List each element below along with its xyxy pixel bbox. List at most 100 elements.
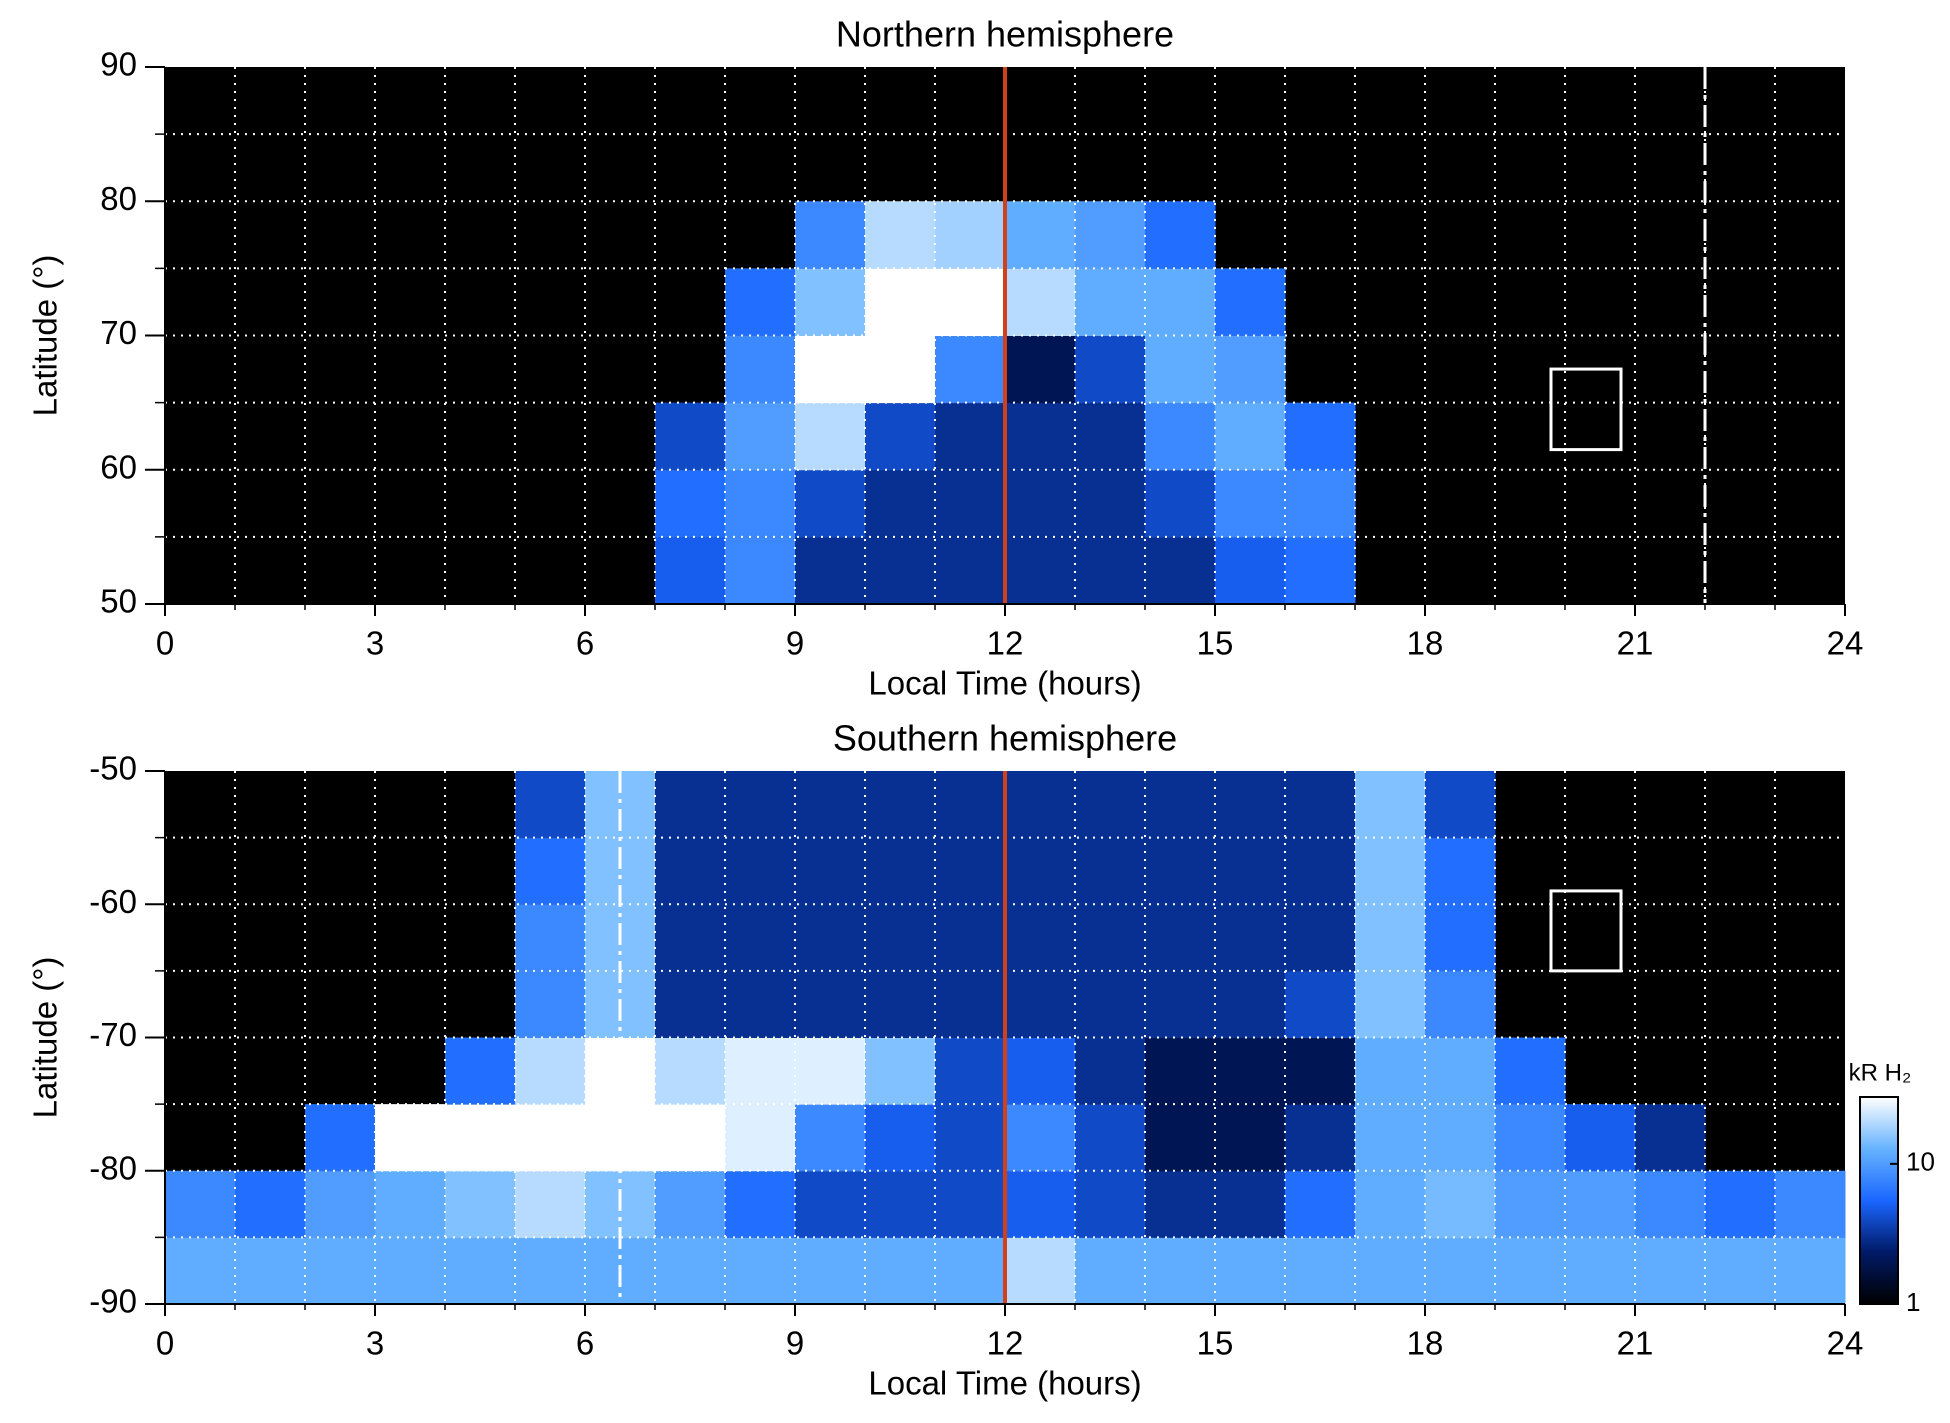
heat-cell — [1355, 1104, 1426, 1172]
heat-cell — [515, 837, 586, 905]
heat-cell — [795, 1170, 866, 1238]
heat-cell — [1075, 335, 1146, 404]
heat-cell — [1145, 771, 1216, 839]
heat-cell — [1565, 1170, 1636, 1238]
heat-cell — [1285, 1104, 1356, 1172]
x-tick-label: 3 — [366, 1325, 384, 1362]
heat-cell — [1145, 1104, 1216, 1172]
heat-cell — [865, 1104, 936, 1172]
x-tick-label: 24 — [1827, 625, 1864, 662]
heat-cell — [795, 1104, 866, 1172]
heat-cell — [1145, 904, 1216, 972]
heat-cell — [655, 837, 726, 905]
heat-cell — [865, 1237, 936, 1305]
heat-cell — [1285, 970, 1356, 1038]
heat-cell — [1425, 1037, 1496, 1105]
heat-cell — [1495, 1237, 1566, 1305]
heat-cell — [305, 1104, 376, 1172]
y-axis-label: Latitude (°) — [27, 957, 64, 1119]
x-tick-label: 15 — [1197, 1325, 1234, 1362]
heat-cell — [1355, 771, 1426, 839]
heat-cell — [1075, 1237, 1146, 1305]
heat-cell — [1285, 1170, 1356, 1238]
heat-cell — [1075, 904, 1146, 972]
y-tick-label: 50 — [100, 583, 137, 620]
heat-cell — [935, 268, 1006, 336]
heat-cell — [1145, 837, 1216, 905]
heat-cell — [1075, 402, 1146, 471]
heat-cell — [1145, 201, 1216, 269]
heat-cell — [1215, 469, 1286, 538]
heat-cell — [165, 1237, 236, 1305]
heat-cell — [1005, 201, 1076, 269]
heat-cell — [935, 536, 1006, 605]
colorbar-tick-label: 10 — [1906, 1147, 1935, 1177]
colorbar-tick-label: 1 — [1906, 1287, 1920, 1317]
x-tick-label: 9 — [786, 625, 804, 662]
heat-cell — [935, 970, 1006, 1038]
heat-cell — [1285, 837, 1356, 905]
heat-cell — [1215, 536, 1286, 605]
heat-cell — [1285, 1037, 1356, 1105]
heat-cell — [1005, 402, 1076, 471]
heat-cell — [1075, 1037, 1146, 1105]
heat-cell — [795, 771, 866, 839]
heat-cell — [1285, 402, 1356, 471]
heat-cell — [375, 1237, 446, 1305]
heat-cell — [1005, 1170, 1076, 1238]
heat-cell — [1355, 1170, 1426, 1238]
heat-cell — [725, 970, 796, 1038]
heat-cell — [795, 469, 866, 538]
heat-cell — [1775, 1170, 1846, 1238]
heat-cell — [515, 1104, 586, 1172]
heat-cell — [865, 335, 936, 404]
heat-cell — [935, 469, 1006, 538]
y-tick-label: -70 — [89, 1016, 137, 1053]
x-tick-label: 24 — [1827, 1325, 1864, 1362]
y-tick-label: -90 — [89, 1283, 137, 1320]
heat-cell — [1145, 402, 1216, 471]
heat-cell — [865, 536, 936, 605]
heat-cell — [1145, 970, 1216, 1038]
heat-cell — [725, 1104, 796, 1172]
heat-cell — [725, 1170, 796, 1238]
heat-cell — [1005, 837, 1076, 905]
heat-cell — [1145, 268, 1216, 336]
x-tick-label: 21 — [1617, 1325, 1654, 1362]
x-tick-label: 6 — [576, 625, 594, 662]
heat-cell — [725, 837, 796, 905]
heat-cell — [515, 904, 586, 972]
heat-cell — [1075, 771, 1146, 839]
heat-cell — [865, 904, 936, 972]
heat-cell — [1005, 904, 1076, 972]
heat-cell — [1425, 1170, 1496, 1238]
x-axis-label: Local Time (hours) — [868, 1365, 1141, 1402]
heat-cell — [865, 1170, 936, 1238]
y-tick-label: -80 — [89, 1149, 137, 1186]
heat-cell — [655, 469, 726, 538]
heat-cell — [1145, 1237, 1216, 1305]
heat-cell — [1355, 1237, 1426, 1305]
x-tick-label: 12 — [987, 625, 1024, 662]
chart-title: Southern hemisphere — [833, 718, 1177, 759]
heat-cell — [1075, 536, 1146, 605]
heat-cell — [1145, 1037, 1216, 1105]
heat-cell — [1075, 970, 1146, 1038]
heat-cell — [1705, 1237, 1776, 1305]
heat-cell — [795, 1037, 866, 1105]
heat-cell — [1355, 837, 1426, 905]
heat-cell — [1215, 771, 1286, 839]
heat-cell — [935, 402, 1006, 471]
heat-cell — [235, 1237, 306, 1305]
heat-cell — [1005, 1237, 1076, 1305]
heat-cell — [935, 1237, 1006, 1305]
x-tick-label: 0 — [156, 625, 174, 662]
heat-cell — [795, 970, 866, 1038]
heat-cell — [1215, 970, 1286, 1038]
heat-cell — [865, 970, 936, 1038]
x-tick-label: 21 — [1617, 625, 1654, 662]
heat-cell — [725, 904, 796, 972]
heat-cell — [795, 335, 866, 404]
heat-cell — [1285, 771, 1356, 839]
heat-cell — [445, 1104, 516, 1172]
